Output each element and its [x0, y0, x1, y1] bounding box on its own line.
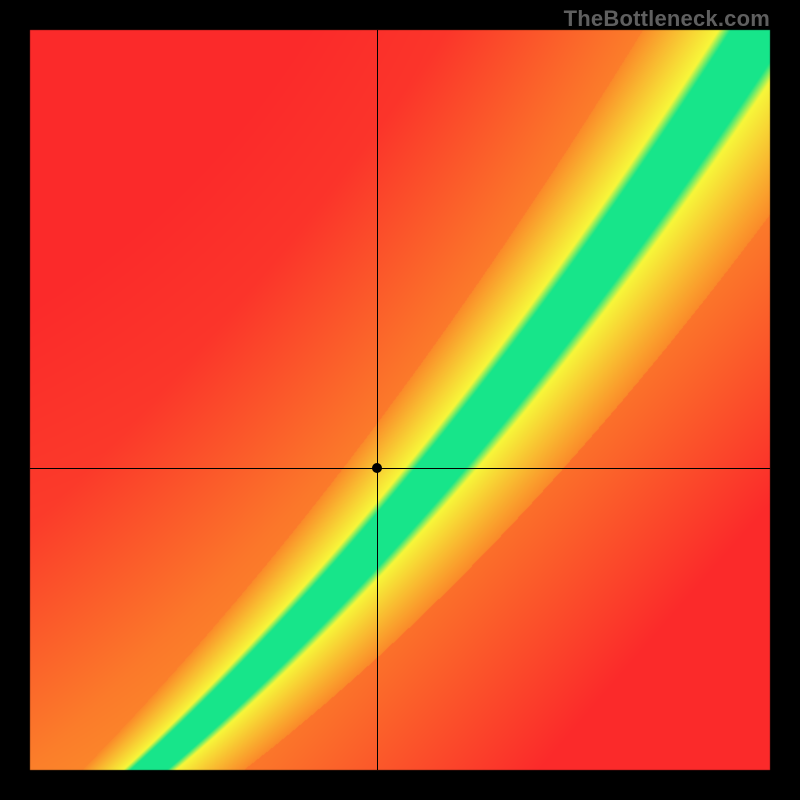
crosshair-horizontal: [30, 468, 770, 469]
crosshair-vertical: [377, 30, 378, 770]
bottleneck-heatmap: [0, 0, 800, 800]
crosshair-marker: [372, 463, 382, 473]
chart-container: { "watermark": "TheBottleneck.com", "can…: [0, 0, 800, 800]
watermark-text: TheBottleneck.com: [564, 6, 770, 32]
